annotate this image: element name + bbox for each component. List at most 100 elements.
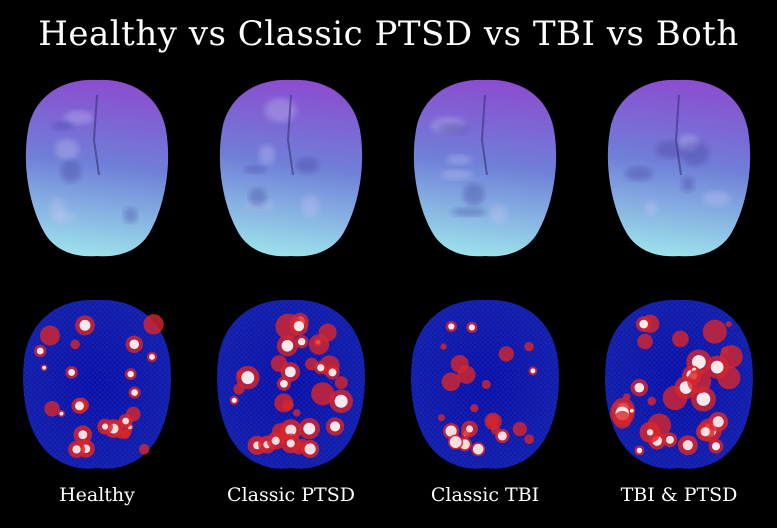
activity-hotspot-core <box>334 394 348 408</box>
activity-hotspot-core <box>293 320 305 332</box>
surface-shading <box>703 191 731 206</box>
activity-hotspot <box>512 421 527 437</box>
activity-hotspot-core <box>127 370 134 378</box>
activity-hotspot <box>524 434 535 444</box>
activity-hotspot-core <box>122 417 130 425</box>
activity-hotspot-core <box>639 319 649 329</box>
activity-hotspot-core <box>497 431 507 441</box>
activity-hotspot <box>725 321 732 328</box>
activity-hotspot-core <box>297 338 306 346</box>
activity-hotspot-core <box>286 439 295 448</box>
activity-hotspot-core <box>710 360 724 374</box>
activity-hotspot-core <box>284 366 296 378</box>
surface-shading <box>624 166 654 181</box>
activity-hotspot-core <box>629 408 634 413</box>
activity-hotspot <box>486 415 499 427</box>
midline-fissure <box>674 94 682 176</box>
activity-hotspot-core <box>75 401 84 411</box>
activity-hotspot-core <box>59 411 64 416</box>
activity-hotspot-core <box>271 436 280 445</box>
surface-shading <box>489 204 508 225</box>
activity-hotspot <box>622 393 631 401</box>
surface-shading <box>462 183 485 206</box>
activity-hotspot-core <box>448 323 455 330</box>
activity-hotspot-core <box>468 324 475 331</box>
activity-hotspot <box>450 355 469 373</box>
panel-label: Classic PTSD <box>227 484 355 506</box>
brain-images <box>23 79 171 469</box>
activity-hotspot <box>305 357 318 371</box>
activity-hotspot <box>39 325 60 346</box>
activity-hotspot-core <box>78 430 88 440</box>
activity-hotspot <box>308 334 330 355</box>
activity-hotspot <box>687 369 712 394</box>
activity-hotspot-core <box>712 416 724 428</box>
activity-hotspot-core <box>700 427 710 437</box>
activity-hotspot <box>613 410 632 429</box>
activity-hotspot-core <box>646 429 654 436</box>
activity-hotspot <box>637 333 653 350</box>
activity-hotspot-core <box>129 339 140 350</box>
surface-shading <box>681 176 695 193</box>
activity-hotspot-core <box>68 368 76 376</box>
surface-shading <box>258 144 276 165</box>
activity-hotspot-core <box>530 368 536 374</box>
activity-hotspot <box>672 330 689 348</box>
activity-hotspot <box>441 372 461 392</box>
surface-shading <box>645 200 658 216</box>
activity-hotspot-core <box>317 364 325 372</box>
activity-hotspot-core <box>449 436 462 448</box>
brain-images <box>411 79 559 469</box>
surface-shading <box>243 165 267 174</box>
brain-images <box>605 79 753 469</box>
activity-hotspot-core <box>472 443 484 455</box>
panel-healthy: Healthy <box>0 0 194 528</box>
activity-hotspot-core <box>303 422 316 435</box>
surface-shading <box>49 197 66 223</box>
midline-fissure <box>480 94 488 176</box>
activity-hotspot-core <box>79 319 91 331</box>
activity-hotspot-core <box>691 355 706 369</box>
surface-shading <box>440 169 473 180</box>
activity-hotspot <box>721 346 729 355</box>
activity-hotspot-core <box>445 425 457 437</box>
activity-hotspot <box>481 379 491 390</box>
activity-hotspot-core <box>281 339 294 352</box>
surface-shading <box>64 110 94 125</box>
activity-hotspot <box>702 319 727 344</box>
panel-classic-ptsd: Classic PTSD <box>194 0 388 528</box>
page-title: Healthy vs Classic PTSD vs TBI vs Both <box>38 14 739 54</box>
activity-hotspot <box>437 414 445 422</box>
panel-classic-tbi: Classic TBI <box>388 0 582 528</box>
surface-shading <box>60 160 82 183</box>
activity-hotspot-core <box>682 440 693 451</box>
activity-hotspot <box>647 396 657 406</box>
brain-images <box>217 79 365 469</box>
activity-hotspot <box>138 443 150 455</box>
activity-hotspot <box>143 314 164 335</box>
surface-shading <box>681 141 710 166</box>
activity-hotspot-core <box>636 447 643 454</box>
activity-hotspot <box>334 376 348 390</box>
surface-shading <box>123 207 138 224</box>
activity-hotspot-core <box>231 397 237 403</box>
activity-hotspot-core <box>101 423 109 430</box>
activity-hotspot-core <box>149 354 155 360</box>
midline-fissure <box>286 94 294 176</box>
surface-shading <box>264 97 297 123</box>
activity-hotspot <box>70 339 80 350</box>
activity-hotspot-core <box>241 371 255 385</box>
activity-hotspot <box>498 346 514 362</box>
activity-hotspot-core <box>665 435 674 444</box>
activity-hotspot-core <box>42 365 47 370</box>
activity-hotspot <box>293 409 301 417</box>
panel-label: Healthy <box>59 484 135 506</box>
surface-shading <box>51 121 74 131</box>
activity-hotspot-core <box>36 347 44 355</box>
panel-tbi-ptsd: TBI & PTSD <box>582 0 776 528</box>
activity-hotspot <box>440 343 447 350</box>
activity-hotspot-core <box>330 421 341 432</box>
surface-shading <box>446 154 472 165</box>
surface-shading <box>300 194 320 217</box>
panel-label: Classic TBI <box>430 484 540 506</box>
